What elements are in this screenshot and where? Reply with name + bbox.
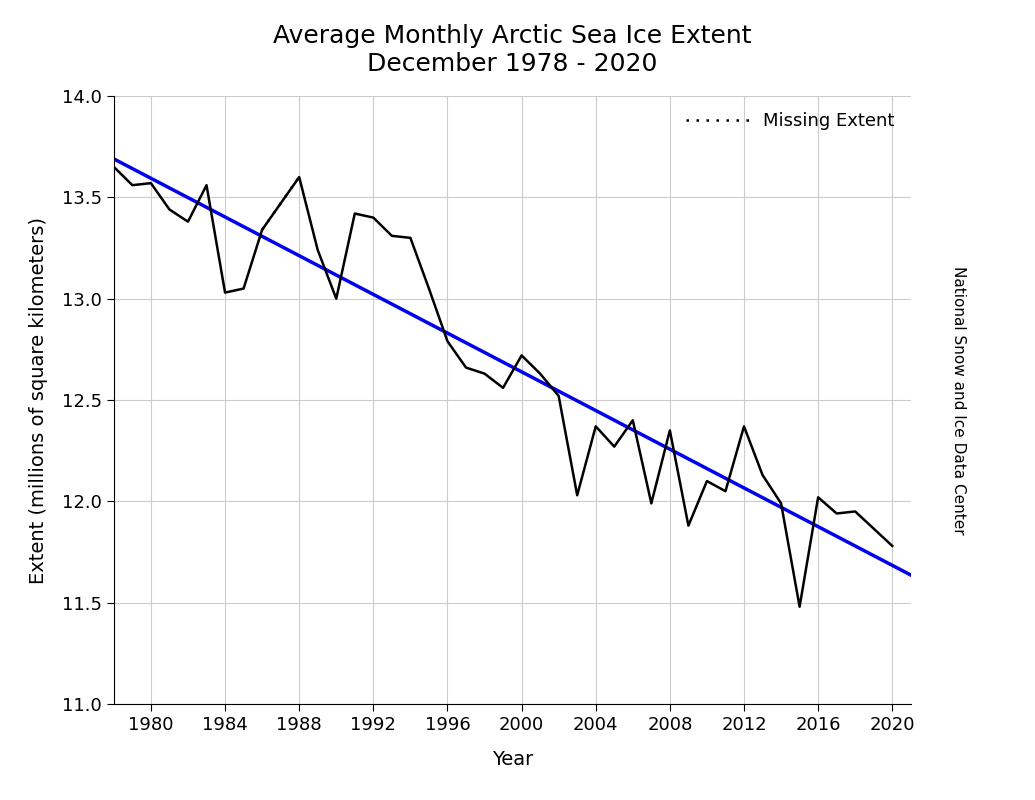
Text: National Snow and Ice Data Center: National Snow and Ice Data Center (951, 266, 966, 534)
X-axis label: Year: Year (492, 750, 533, 770)
Title: Average Monthly Arctic Sea Ice Extent
December 1978 - 2020: Average Monthly Arctic Sea Ice Extent De… (273, 24, 751, 76)
Y-axis label: Extent (millions of square kilometers): Extent (millions of square kilometers) (29, 217, 48, 583)
Legend: Missing Extent: Missing Extent (678, 105, 901, 138)
